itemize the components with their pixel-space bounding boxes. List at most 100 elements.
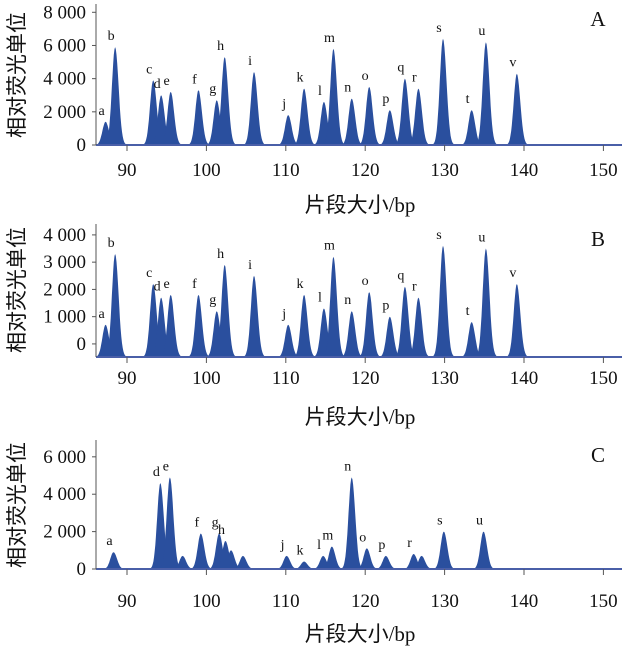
peak-u [475, 248, 497, 357]
x-axis-title: 片段大小/bp [305, 622, 416, 646]
peak-label: t [466, 92, 470, 107]
x-tick-label: 90 [118, 591, 137, 612]
peak-label: d [154, 77, 161, 92]
peak-k [293, 561, 316, 569]
peak-label: j [281, 97, 286, 112]
x-tick-label: 130 [430, 368, 459, 389]
y-tick-label: 4 000 [43, 225, 86, 246]
peak-t [461, 110, 483, 145]
peak-f [188, 90, 210, 145]
peak-label: n [344, 81, 351, 96]
peak-o [359, 86, 381, 145]
peak-r [408, 88, 430, 145]
peak-t [461, 322, 483, 357]
peak-label: l [318, 290, 322, 305]
peak-label: f [192, 277, 197, 292]
x-axis-title: 片段大小/bp [305, 193, 416, 217]
peak-a [95, 121, 117, 145]
peak-a [103, 552, 125, 569]
peak-v [506, 73, 528, 145]
y-axis-title: 相对荧光单位 [5, 442, 29, 568]
peak-label: s [436, 228, 441, 243]
x-tick-label: 150 [589, 368, 618, 389]
peak-p [379, 110, 401, 145]
peak-q [394, 78, 416, 145]
peak-label: m [324, 239, 335, 254]
y-tick-label: 2 000 [43, 102, 86, 123]
x-axis-title: 片段大小/bp [305, 405, 416, 429]
peak-label: n [344, 293, 351, 308]
peak-label: b [108, 236, 115, 251]
y-tick-label: 6 000 [43, 447, 86, 468]
peak-label: c [146, 62, 152, 77]
peak-label: s [437, 514, 442, 529]
peak-label: o [362, 274, 369, 289]
y-axis-title: 相对荧光单位 [5, 12, 29, 138]
panel-A: a b cd e fg h i jkl m nop qr s t u v 0 2 000 4 000 6 000 8 … [5, 2, 622, 217]
peak-o [359, 292, 381, 357]
peak-label: o [359, 530, 366, 545]
peak-s [432, 245, 455, 357]
peak-label: a [98, 104, 105, 119]
peak-a [95, 324, 117, 357]
peak-label: k [297, 544, 304, 559]
peak-label: e [164, 74, 170, 89]
peak-label: g [212, 515, 219, 530]
peak-o [356, 548, 378, 569]
peak-label: j [280, 538, 285, 553]
x-tick-label: 120 [351, 368, 380, 389]
peak-unlabeled [232, 555, 254, 569]
x-tick-label: 90 [118, 368, 137, 389]
peak-label: a [98, 307, 105, 322]
peak-label: c [146, 266, 152, 281]
peak-label: h [217, 247, 224, 262]
y-axis-title: 相对荧光单位 [5, 227, 29, 353]
peak-s [433, 531, 455, 569]
peak-p [379, 316, 401, 357]
peak-label: t [466, 304, 470, 319]
peak-label: r [412, 71, 417, 86]
peak-label: s [436, 21, 441, 36]
peak-label: u [476, 514, 483, 529]
peak-n [341, 477, 363, 569]
peak-label: g [209, 293, 216, 308]
peak-m [321, 546, 343, 569]
peak-label: a [106, 534, 113, 549]
x-tick-label: 140 [510, 368, 539, 389]
peak-label: h [217, 39, 224, 54]
peak-n [341, 311, 363, 357]
peak-j [276, 555, 298, 569]
peak-m [323, 48, 345, 145]
y-tick-label: 3 000 [43, 252, 86, 273]
peak-e [160, 294, 182, 357]
peak-b [105, 47, 127, 145]
peak-label: r [407, 536, 412, 551]
y-tick-label: 4 000 [43, 69, 86, 90]
peak-label: i [248, 258, 252, 273]
peak-label: f [192, 72, 197, 87]
x-tick-label: 110 [272, 368, 300, 389]
peak-label: q [397, 269, 404, 284]
peak-label: e [164, 277, 170, 292]
x-tick-label: 150 [589, 160, 618, 181]
peak-label: j [281, 307, 286, 322]
peak-f [190, 533, 212, 569]
peak-m [323, 256, 345, 357]
peak-label: p [378, 538, 385, 553]
x-tick-label: 130 [430, 160, 459, 181]
peak-label: b [108, 29, 115, 44]
peak-label: u [478, 24, 485, 39]
x-tick-label: 110 [272, 591, 300, 612]
x-tick-label: 130 [430, 591, 459, 612]
peak-label: o [362, 69, 369, 84]
peak-b [105, 254, 127, 357]
peak-unlabeled [172, 555, 194, 569]
peak-label: r [412, 280, 417, 295]
peak-label: p [382, 92, 389, 107]
x-tick-label: 120 [351, 591, 380, 612]
peak-q [394, 286, 416, 357]
panel-label: B [591, 227, 605, 251]
x-tick-label: 100 [192, 591, 221, 612]
peak-label: g [209, 82, 216, 97]
